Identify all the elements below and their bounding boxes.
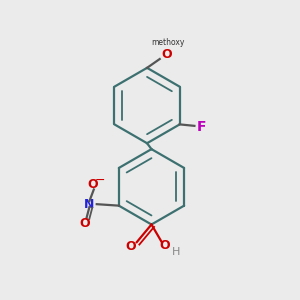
- Text: O: O: [125, 240, 136, 253]
- Text: −: −: [95, 174, 106, 187]
- Text: N: N: [84, 198, 94, 211]
- Text: O: O: [80, 217, 90, 230]
- Text: O: O: [159, 238, 170, 252]
- Text: O: O: [161, 48, 172, 61]
- Text: H: H: [172, 248, 181, 257]
- Text: methoxy: methoxy: [151, 38, 184, 47]
- Text: O: O: [87, 178, 98, 191]
- Text: F: F: [197, 120, 206, 134]
